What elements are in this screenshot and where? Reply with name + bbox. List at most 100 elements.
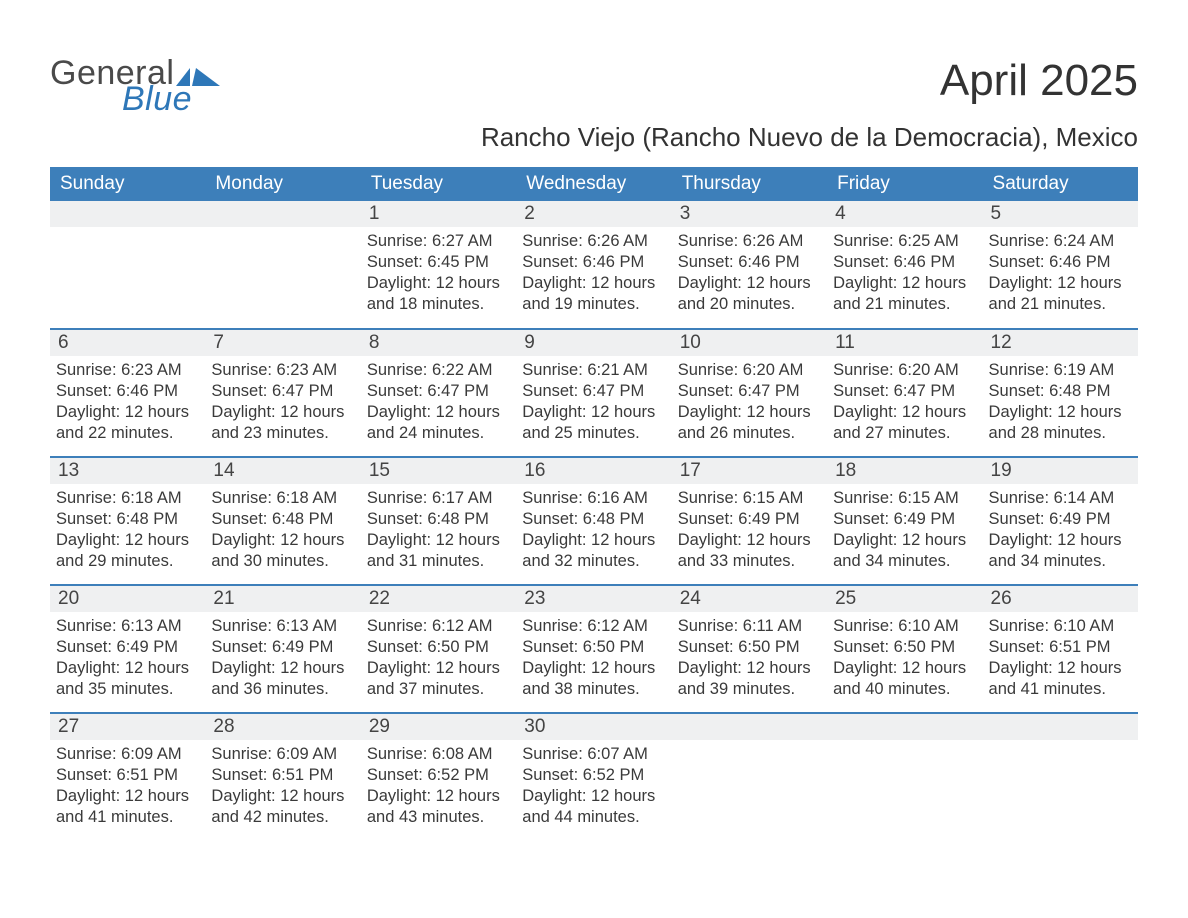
- day-details: Sunrise: 6:12 AMSunset: 6:50 PMDaylight:…: [361, 612, 516, 708]
- sunset-label: Sunset: 6:46 PM: [522, 252, 663, 273]
- day-number: 22: [361, 586, 516, 612]
- day-details: Sunrise: 6:26 AMSunset: 6:46 PMDaylight:…: [516, 227, 671, 323]
- daylight-label: Daylight: 12 hours and 28 minutes.: [989, 402, 1130, 444]
- sunrise-label: Sunrise: 6:26 AM: [678, 231, 819, 252]
- daylight-label: Daylight: 12 hours and 22 minutes.: [56, 402, 197, 444]
- day-number: 21: [205, 586, 360, 612]
- location-label: Rancho Viejo (Rancho Nuevo de la Democra…: [481, 122, 1138, 153]
- calendar-cell: 20Sunrise: 6:13 AMSunset: 6:49 PMDayligh…: [50, 585, 205, 713]
- day-details: Sunrise: 6:26 AMSunset: 6:46 PMDaylight:…: [672, 227, 827, 323]
- day-number: [50, 201, 205, 227]
- brand-part2: Blue: [122, 82, 220, 116]
- daylight-label: Daylight: 12 hours and 39 minutes.: [678, 658, 819, 700]
- sunrise-label: Sunrise: 6:10 AM: [833, 616, 974, 637]
- calendar-cell: 7Sunrise: 6:23 AMSunset: 6:47 PMDaylight…: [205, 329, 360, 457]
- calendar-cell: 13Sunrise: 6:18 AMSunset: 6:48 PMDayligh…: [50, 457, 205, 585]
- day-details: Sunrise: 6:11 AMSunset: 6:50 PMDaylight:…: [672, 612, 827, 708]
- day-number: 3: [672, 201, 827, 227]
- calendar-cell: [672, 713, 827, 841]
- day-details: Sunrise: 6:08 AMSunset: 6:52 PMDaylight:…: [361, 740, 516, 836]
- calendar-cell: 28Sunrise: 6:09 AMSunset: 6:51 PMDayligh…: [205, 713, 360, 841]
- day-details: Sunrise: 6:09 AMSunset: 6:51 PMDaylight:…: [205, 740, 360, 836]
- day-number: 10: [672, 330, 827, 356]
- calendar-cell: 30Sunrise: 6:07 AMSunset: 6:52 PMDayligh…: [516, 713, 671, 841]
- daylight-label: Daylight: 12 hours and 34 minutes.: [989, 530, 1130, 572]
- day-details: Sunrise: 6:13 AMSunset: 6:49 PMDaylight:…: [50, 612, 205, 708]
- calendar-cell: 18Sunrise: 6:15 AMSunset: 6:49 PMDayligh…: [827, 457, 982, 585]
- sunrise-label: Sunrise: 6:24 AM: [989, 231, 1130, 252]
- calendar-cell: 23Sunrise: 6:12 AMSunset: 6:50 PMDayligh…: [516, 585, 671, 713]
- day-details: Sunrise: 6:17 AMSunset: 6:48 PMDaylight:…: [361, 484, 516, 580]
- calendar-cell: 3Sunrise: 6:26 AMSunset: 6:46 PMDaylight…: [672, 201, 827, 329]
- weekday-header: Tuesday: [361, 167, 516, 201]
- calendar-cell: 1Sunrise: 6:27 AMSunset: 6:45 PMDaylight…: [361, 201, 516, 329]
- day-details: Sunrise: 6:23 AMSunset: 6:47 PMDaylight:…: [205, 356, 360, 452]
- sunset-label: Sunset: 6:48 PM: [211, 509, 352, 530]
- sunrise-label: Sunrise: 6:09 AM: [211, 744, 352, 765]
- calendar-cell: 27Sunrise: 6:09 AMSunset: 6:51 PMDayligh…: [50, 713, 205, 841]
- calendar-week-row: 20Sunrise: 6:13 AMSunset: 6:49 PMDayligh…: [50, 585, 1138, 713]
- weekday-header: Sunday: [50, 167, 205, 201]
- calendar-cell: [827, 713, 982, 841]
- month-title: April 2025: [481, 56, 1138, 106]
- daylight-label: Daylight: 12 hours and 31 minutes.: [367, 530, 508, 572]
- day-number: 7: [205, 330, 360, 356]
- calendar-body: 1Sunrise: 6:27 AMSunset: 6:45 PMDaylight…: [50, 201, 1138, 841]
- sunset-label: Sunset: 6:47 PM: [678, 381, 819, 402]
- sunset-label: Sunset: 6:47 PM: [522, 381, 663, 402]
- weekday-header: Monday: [205, 167, 360, 201]
- sunrise-label: Sunrise: 6:13 AM: [56, 616, 197, 637]
- topbar: General Blue April 2025 Rancho Viejo (Ra…: [50, 56, 1138, 153]
- day-number: 15: [361, 458, 516, 484]
- title-block: April 2025 Rancho Viejo (Rancho Nuevo de…: [481, 56, 1138, 153]
- day-details: Sunrise: 6:16 AMSunset: 6:48 PMDaylight:…: [516, 484, 671, 580]
- calendar-cell: 19Sunrise: 6:14 AMSunset: 6:49 PMDayligh…: [983, 457, 1138, 585]
- calendar-cell: 24Sunrise: 6:11 AMSunset: 6:50 PMDayligh…: [672, 585, 827, 713]
- sunrise-label: Sunrise: 6:15 AM: [833, 488, 974, 509]
- daylight-label: Daylight: 12 hours and 32 minutes.: [522, 530, 663, 572]
- sunrise-label: Sunrise: 6:26 AM: [522, 231, 663, 252]
- day-details: Sunrise: 6:27 AMSunset: 6:45 PMDaylight:…: [361, 227, 516, 323]
- sunrise-label: Sunrise: 6:08 AM: [367, 744, 508, 765]
- sunrise-label: Sunrise: 6:16 AM: [522, 488, 663, 509]
- sunset-label: Sunset: 6:49 PM: [678, 509, 819, 530]
- sunrise-label: Sunrise: 6:17 AM: [367, 488, 508, 509]
- sunset-label: Sunset: 6:47 PM: [211, 381, 352, 402]
- sunset-label: Sunset: 6:51 PM: [989, 637, 1130, 658]
- sunrise-label: Sunrise: 6:25 AM: [833, 231, 974, 252]
- day-details: Sunrise: 6:22 AMSunset: 6:47 PMDaylight:…: [361, 356, 516, 452]
- sunrise-label: Sunrise: 6:15 AM: [678, 488, 819, 509]
- sunset-label: Sunset: 6:48 PM: [989, 381, 1130, 402]
- day-details: Sunrise: 6:20 AMSunset: 6:47 PMDaylight:…: [827, 356, 982, 452]
- day-details: Sunrise: 6:18 AMSunset: 6:48 PMDaylight:…: [50, 484, 205, 580]
- daylight-label: Daylight: 12 hours and 38 minutes.: [522, 658, 663, 700]
- calendar-table: Sunday Monday Tuesday Wednesday Thursday…: [50, 167, 1138, 841]
- calendar-cell: 14Sunrise: 6:18 AMSunset: 6:48 PMDayligh…: [205, 457, 360, 585]
- daylight-label: Daylight: 12 hours and 43 minutes.: [367, 786, 508, 828]
- daylight-label: Daylight: 12 hours and 27 minutes.: [833, 402, 974, 444]
- sunrise-label: Sunrise: 6:07 AM: [522, 744, 663, 765]
- sunset-label: Sunset: 6:50 PM: [367, 637, 508, 658]
- sunset-label: Sunset: 6:49 PM: [211, 637, 352, 658]
- sunrise-label: Sunrise: 6:14 AM: [989, 488, 1130, 509]
- daylight-label: Daylight: 12 hours and 37 minutes.: [367, 658, 508, 700]
- day-details: [827, 740, 982, 752]
- calendar-cell: [205, 201, 360, 329]
- day-details: [205, 227, 360, 239]
- daylight-label: Daylight: 12 hours and 20 minutes.: [678, 273, 819, 315]
- day-details: Sunrise: 6:07 AMSunset: 6:52 PMDaylight:…: [516, 740, 671, 836]
- calendar-week-row: 6Sunrise: 6:23 AMSunset: 6:46 PMDaylight…: [50, 329, 1138, 457]
- calendar-cell: 2Sunrise: 6:26 AMSunset: 6:46 PMDaylight…: [516, 201, 671, 329]
- sunset-label: Sunset: 6:46 PM: [56, 381, 197, 402]
- sunset-label: Sunset: 6:50 PM: [522, 637, 663, 658]
- day-details: Sunrise: 6:18 AMSunset: 6:48 PMDaylight:…: [205, 484, 360, 580]
- daylight-label: Daylight: 12 hours and 29 minutes.: [56, 530, 197, 572]
- calendar-week-row: 1Sunrise: 6:27 AMSunset: 6:45 PMDaylight…: [50, 201, 1138, 329]
- sunset-label: Sunset: 6:50 PM: [833, 637, 974, 658]
- weekday-header: Thursday: [672, 167, 827, 201]
- sunrise-label: Sunrise: 6:11 AM: [678, 616, 819, 637]
- day-number: 2: [516, 201, 671, 227]
- daylight-label: Daylight: 12 hours and 23 minutes.: [211, 402, 352, 444]
- day-details: Sunrise: 6:21 AMSunset: 6:47 PMDaylight:…: [516, 356, 671, 452]
- day-number: [205, 201, 360, 227]
